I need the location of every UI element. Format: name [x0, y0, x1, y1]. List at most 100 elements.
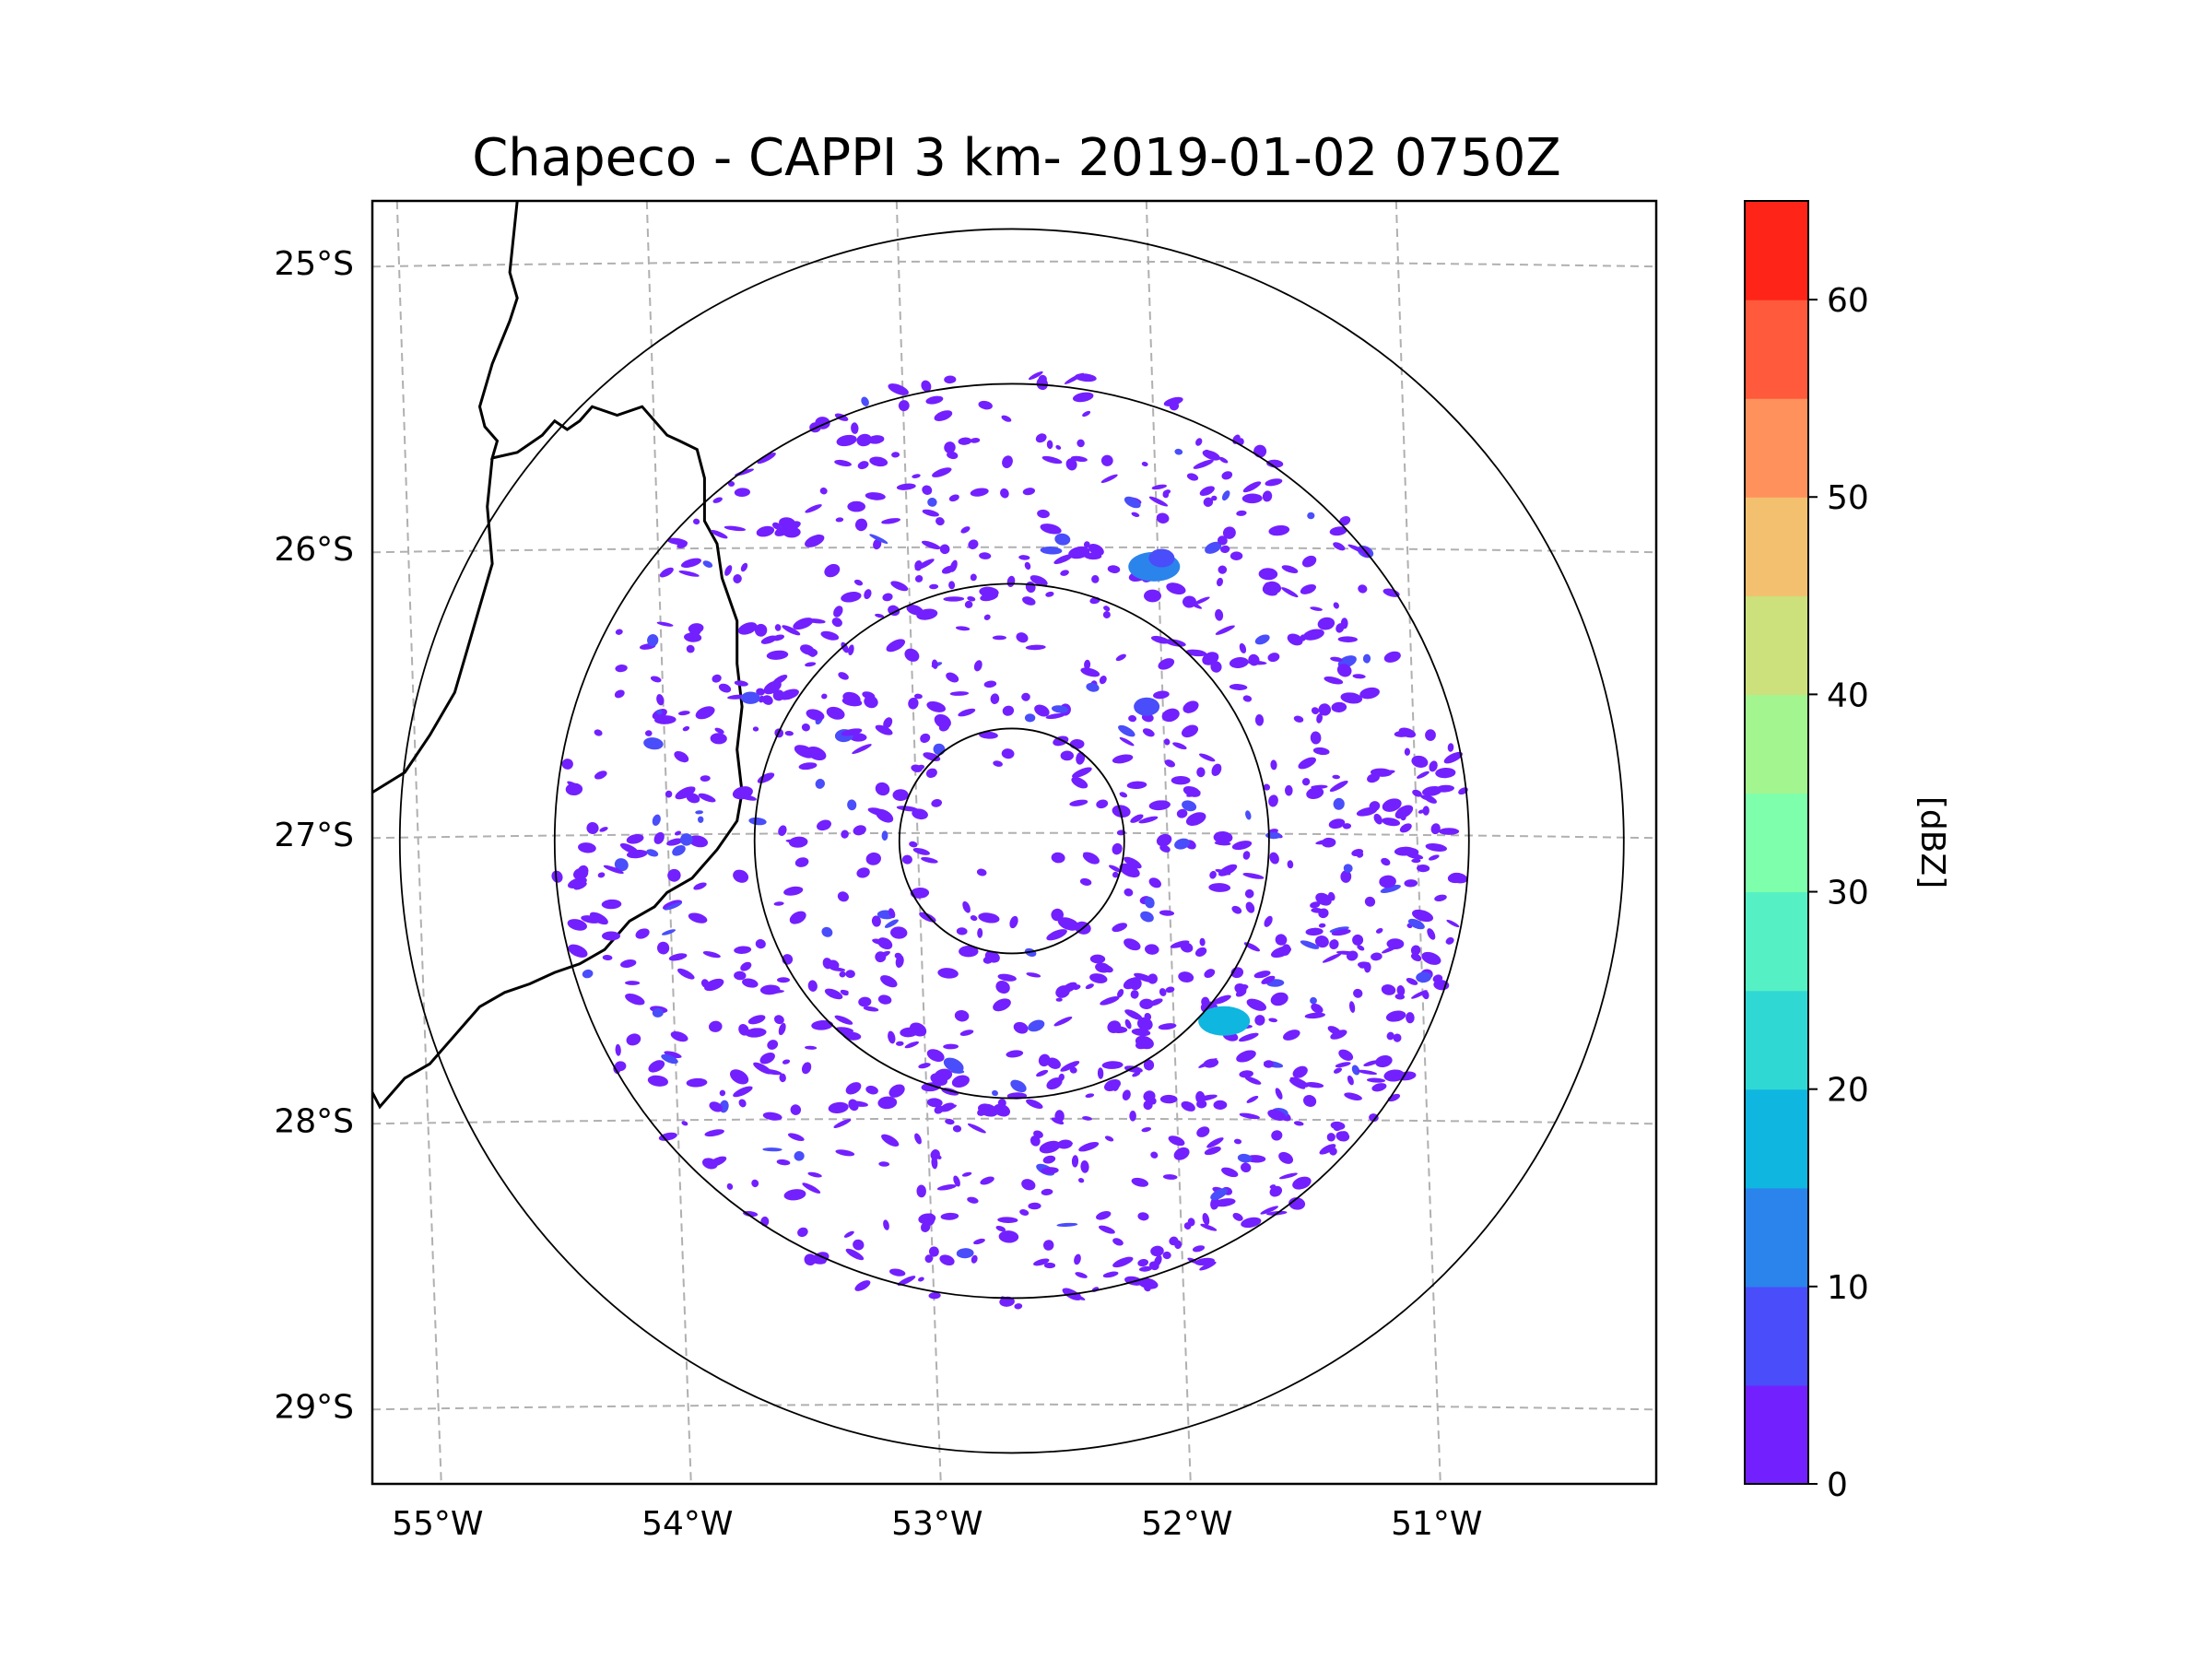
echo-cell: [704, 978, 724, 992]
echo-cell: [1317, 617, 1335, 630]
echo-cell: [1333, 797, 1345, 810]
echo-cell: [817, 819, 831, 831]
echo-cell: [665, 902, 682, 911]
echo-cell: [1131, 1177, 1149, 1187]
echo-cell: [1265, 478, 1283, 487]
echo-cell: [853, 579, 864, 586]
echo-cell: [743, 1210, 759, 1218]
echo-cell: [1124, 496, 1141, 509]
echo-cell: [949, 559, 958, 572]
range-rings: [398, 228, 1625, 1454]
echo-cell: [1281, 944, 1291, 956]
echo-cell: [940, 1212, 959, 1220]
echo-cell: [1138, 1265, 1153, 1272]
echo-cell: [1367, 773, 1380, 783]
echo-cell: [807, 980, 818, 992]
echo-cell: [1204, 1147, 1221, 1156]
echo-cell: [709, 1020, 723, 1032]
echo-cell: [1383, 651, 1401, 663]
echo-cell: [658, 1132, 677, 1141]
echo-cell: [1006, 1050, 1024, 1058]
echo-cell: [1026, 972, 1041, 978]
echo-cell: [1311, 784, 1328, 789]
echo-cell: [921, 380, 932, 392]
echo-cell: [734, 488, 750, 498]
echo-cell: [1218, 864, 1238, 877]
echo-cell: [1024, 561, 1031, 571]
echo-cell: [948, 581, 956, 590]
border-brazil-argentina: [372, 201, 744, 1110]
echo-cell: [1322, 953, 1342, 963]
echo-cell: [1040, 524, 1062, 535]
echo-cell: [833, 1119, 852, 1128]
echo-cell: [979, 552, 992, 559]
echo-cell: [751, 1179, 759, 1188]
echo-cell: [1333, 1124, 1343, 1132]
colorbar-swatch-3: [1745, 1088, 1808, 1189]
echo-cell: [1244, 1076, 1262, 1085]
echo-cell: [946, 672, 959, 683]
echo-cell: [1153, 690, 1170, 700]
echo-cell: [645, 730, 653, 736]
echo-cell: [674, 750, 689, 763]
echo-cell: [970, 573, 977, 582]
echo-cell: [677, 711, 690, 716]
notable-echo-3: [1134, 697, 1160, 716]
echo-cell: [601, 899, 622, 910]
echo-cell: [666, 838, 683, 846]
echo-cell: [1193, 459, 1214, 469]
echo-cell: [1268, 794, 1278, 807]
echo-cell: [702, 950, 721, 959]
echo-cell: [1201, 996, 1210, 1006]
echo-cell: [738, 1023, 749, 1036]
echo-cell: [1064, 372, 1084, 384]
echo-cell: [1366, 1077, 1386, 1083]
echo-cell: [1196, 1126, 1210, 1137]
echo-cell: [1281, 587, 1299, 598]
echo-cell: [943, 1043, 959, 1050]
echo-cell: [1089, 973, 1108, 983]
echo-cell: [934, 410, 953, 421]
echo-cell: [1246, 1095, 1259, 1103]
echo-cell: [1202, 1213, 1210, 1226]
echo-cell: [997, 1217, 1018, 1224]
echo-cell: [1275, 1088, 1283, 1100]
echo-cell: [1100, 474, 1118, 483]
echo-cell: [602, 931, 620, 941]
echo-cell: [756, 688, 765, 696]
lat-tick-label-2: 27°S: [274, 817, 354, 854]
echo-cell: [1072, 767, 1092, 778]
echo-cell: [1443, 751, 1463, 764]
echo-cell: [1055, 997, 1063, 1002]
echo-cell: [686, 1077, 708, 1088]
echo-cell: [1382, 798, 1402, 812]
echo-cell: [1356, 806, 1378, 817]
echo-cell: [614, 858, 629, 872]
echo-cell: [776, 1159, 791, 1166]
echo-cell: [1371, 952, 1382, 961]
lon-tick-label-3: 52°W: [1141, 1505, 1232, 1543]
echo-cell: [901, 854, 912, 865]
echo-cell: [867, 435, 885, 444]
echo-cell: [845, 1248, 865, 1261]
echo-cell: [1144, 896, 1155, 909]
echo-cell: [1425, 729, 1436, 741]
echo-cell: [1053, 1017, 1073, 1027]
echo-cell: [1241, 493, 1263, 504]
gridline-lat-1: [372, 546, 1656, 554]
echo-cell: [1043, 1262, 1056, 1269]
echo-cell: [1022, 488, 1036, 496]
echo-cell: [1288, 1197, 1306, 1210]
echo-cell: [1217, 577, 1223, 587]
gridline-lon-4: [1394, 201, 1441, 1484]
echo-cell: [854, 1280, 871, 1291]
echo-cell: [1019, 1209, 1030, 1216]
echo-cell: [1229, 684, 1248, 690]
echo-cell: [1306, 787, 1324, 800]
echo-cell: [805, 1045, 818, 1050]
echo-cell: [615, 629, 623, 635]
colorbar-swatch-0: [1745, 1384, 1808, 1485]
echo-cell: [1281, 565, 1299, 573]
echo-cell: [1327, 891, 1335, 901]
echo-cell: [1238, 1032, 1259, 1042]
